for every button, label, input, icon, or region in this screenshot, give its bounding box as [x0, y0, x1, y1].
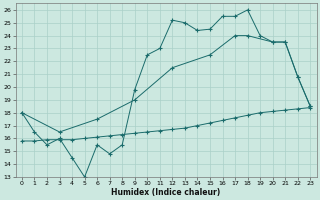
X-axis label: Humidex (Indice chaleur): Humidex (Indice chaleur) [111, 188, 221, 197]
